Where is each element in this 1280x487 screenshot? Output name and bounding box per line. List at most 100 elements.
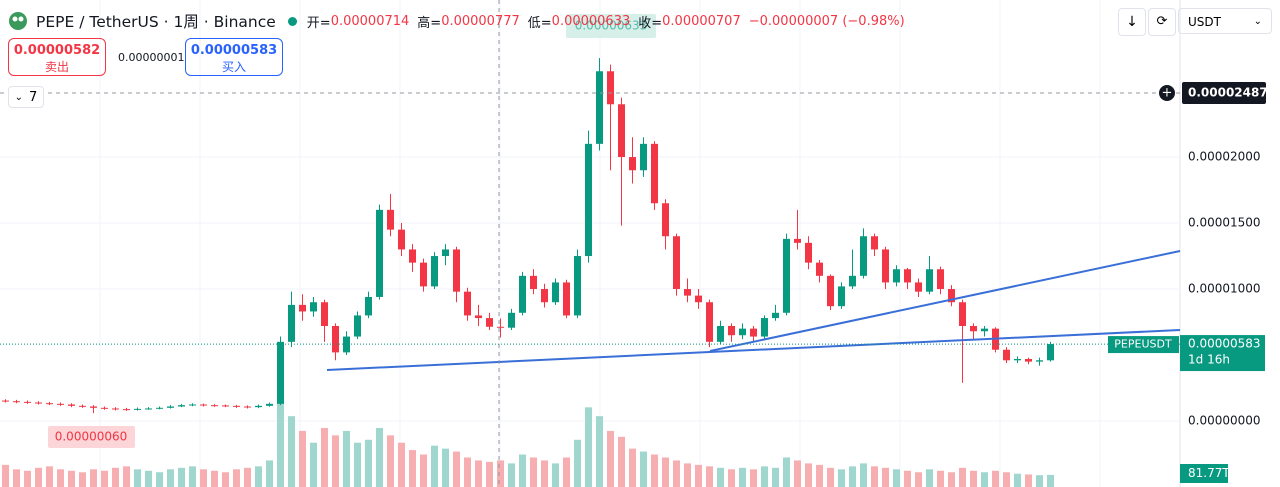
refresh-button[interactable]: ⟳: [1148, 8, 1176, 36]
volume-bar: [90, 469, 97, 487]
download-button[interactable]: ↓: [1118, 8, 1146, 36]
volume-bar: [937, 470, 944, 487]
buy-button[interactable]: 0.00000583 买入: [185, 38, 283, 76]
candle-body: [981, 328, 988, 332]
volume-bar: [211, 470, 218, 487]
candle-body: [1003, 349, 1010, 361]
candle-body: [310, 302, 317, 312]
volume-bar: [915, 472, 922, 487]
volume-bar: [871, 466, 878, 487]
volume-bar: [893, 469, 900, 487]
candle-body: [189, 404, 196, 406]
candle-body: [156, 407, 163, 409]
volume-bar: [134, 469, 141, 487]
volume-bar: [948, 472, 955, 487]
candle-body: [222, 405, 229, 407]
candle-body: [101, 407, 108, 409]
candle-body: [640, 143, 647, 171]
ohlc-high: 0.00000777: [441, 13, 520, 29]
volume-bar: [387, 435, 394, 487]
volume-label: 81.77T: [1188, 466, 1230, 480]
status-dot: [287, 16, 297, 26]
volume-bar: [783, 457, 790, 487]
volume-bar: [79, 472, 86, 487]
volume-bar: [1047, 474, 1054, 487]
ohlc-high-label: 高=: [417, 15, 442, 31]
sell-price: 0.00000582: [13, 43, 101, 58]
volume-bar: [277, 379, 284, 487]
low-marker: 0.00000060: [55, 430, 128, 444]
currency: USDT: [1188, 15, 1221, 29]
volume-bar: [376, 427, 383, 487]
volume-bar: [57, 469, 64, 487]
candle-body: [90, 406, 97, 408]
volume-bar: [959, 467, 966, 487]
volume-bar: [728, 469, 735, 487]
candle-body: [453, 249, 460, 292]
candle-body: [838, 286, 845, 307]
candle-body: [233, 405, 240, 407]
candle-body: [1014, 358, 1021, 361]
sell-button[interactable]: 0.00000582 卖出: [8, 38, 106, 76]
candle-body: [805, 242, 812, 263]
candle-body: [288, 304, 295, 342]
candle-body: [673, 236, 680, 290]
volume-bar: [1003, 472, 1010, 487]
candle-body: [442, 249, 449, 257]
volume-bar: [68, 470, 75, 487]
candle-body: [112, 408, 119, 410]
volume-bar: [1036, 475, 1043, 487]
trend-line: [709, 250, 1181, 352]
candle-body: [1036, 360, 1043, 362]
candle-body: [871, 236, 878, 250]
candle-body: [926, 269, 933, 292]
candle-body: [508, 312, 515, 328]
volume-bar: [563, 457, 570, 487]
candle-body: [750, 328, 757, 337]
volume-bar: [695, 464, 702, 487]
countdown: 1d 16h: [1188, 353, 1230, 367]
volume-bar: [827, 467, 834, 487]
candle-body: [684, 289, 691, 296]
volume-bar: [849, 466, 856, 487]
candle-body: [530, 275, 537, 290]
volume-bar: [772, 467, 779, 487]
candle-body: [123, 409, 130, 411]
volume-bar: [651, 454, 658, 487]
currency-select[interactable]: USDT ⌄: [1178, 8, 1272, 34]
candle-body: [585, 143, 592, 257]
volume-bar: [343, 430, 350, 487]
candle-body: [24, 401, 31, 403]
indicators-toggle[interactable]: ⌄ 7: [8, 86, 44, 108]
candle-body: [431, 256, 438, 287]
volume-bar: [926, 469, 933, 487]
ohlc-low: 0.00000633: [551, 13, 631, 29]
volume-bar: [882, 467, 889, 487]
candle-body: [618, 104, 625, 158]
candle-body: [860, 236, 867, 276]
volume-bar: [739, 467, 746, 487]
volume-bar: [717, 467, 724, 487]
candle-body: [277, 341, 284, 404]
volume-bar: [805, 463, 812, 487]
volume-bar: [233, 469, 240, 487]
candle-body: [376, 209, 383, 297]
candle-body: [761, 318, 768, 337]
volume-bar: [453, 451, 460, 487]
candle-body: [893, 269, 900, 283]
volume-bar: [530, 457, 537, 487]
candle-body: [904, 269, 911, 283]
volume-bar: [35, 467, 42, 487]
candle-body: [563, 282, 570, 316]
volume-bar: [189, 466, 196, 487]
ohlc-close: 0.00000707: [662, 13, 741, 29]
candle-body: [475, 315, 482, 319]
candle-body: [178, 405, 185, 407]
sell-label: 卖出: [44, 60, 69, 74]
candle-body: [57, 403, 64, 405]
candle-body: [35, 402, 42, 404]
candle-body: [541, 289, 548, 303]
volume-bar: [574, 439, 581, 487]
candle-body: [552, 282, 559, 303]
